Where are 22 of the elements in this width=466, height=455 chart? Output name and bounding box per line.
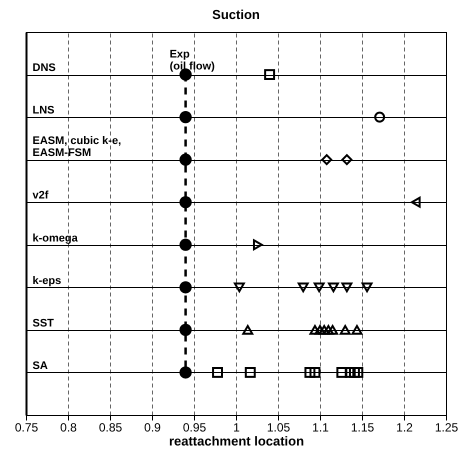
y-tick-label: SA [32,360,48,372]
x-tick-label: 1.05 [266,420,290,434]
x-tick-label: 1 [233,420,240,434]
x-tick-label: 0.9 [144,420,162,434]
y-tick-label: v2f [32,190,49,202]
chart-title: Suction [212,7,260,22]
y-tick-label: k-omega [32,232,79,244]
x-tick-label: 0.95 [182,420,206,434]
y-tick-label: EASM, cubic k-e, EASM-FSM [32,135,122,160]
x-tick-label: 1.1 [312,420,330,434]
y-tick-label: LNS [32,104,54,117]
x-tick-label: 0.85 [98,420,122,434]
y-tick-label: DNS [32,62,56,74]
x-tick-label: 0.8 [60,420,78,434]
y-tick-label: k-eps [32,274,62,287]
x-tick-label: 1.2 [396,420,414,434]
x-tick-label: 1.25 [434,420,458,434]
x-axis-title: reattachment location [168,434,304,448]
x-tick-label: 1.15 [350,420,374,434]
annotation: Exp (oil flow) [170,48,216,73]
x-tick-label: 0.75 [14,420,38,434]
y-tick-label: SST [32,317,54,330]
